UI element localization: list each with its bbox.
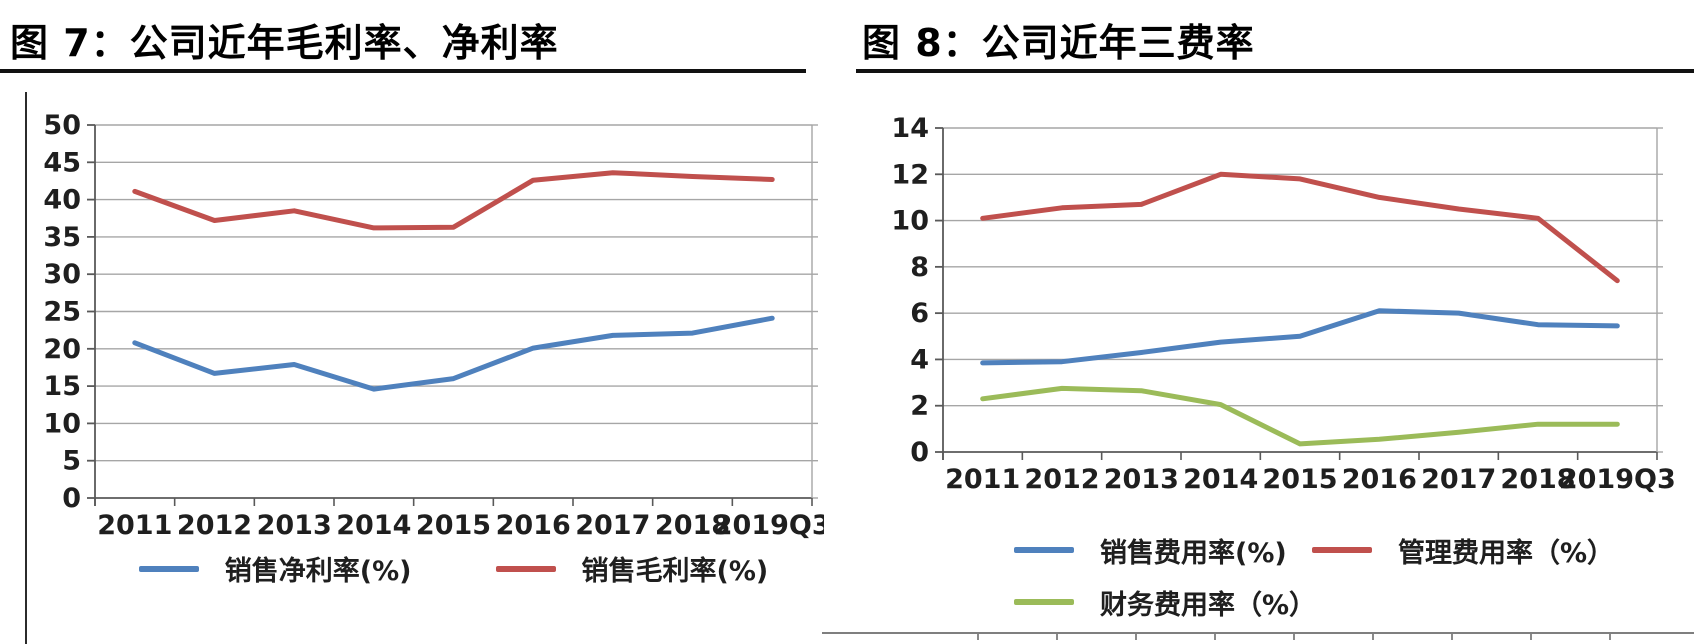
svg-text:40: 40 <box>43 185 81 216</box>
net-margin-line-swatch-icon <box>138 565 199 572</box>
svg-text:2015: 2015 <box>416 510 491 541</box>
svg-text:8: 8 <box>910 252 929 283</box>
svg-text:25: 25 <box>43 297 81 328</box>
svg-text:2019Q3: 2019Q3 <box>714 510 824 541</box>
svg-text:10: 10 <box>891 206 929 237</box>
gross-margin-legend-label: 销售毛利率(%) <box>581 556 769 587</box>
figure8-title-underline <box>856 69 1694 73</box>
figure7-title: 图 7：公司近年毛利率、净利率 <box>10 21 559 65</box>
admin-expense-line-swatch-icon <box>1312 547 1372 553</box>
svg-text:45: 45 <box>43 147 81 178</box>
svg-text:15: 15 <box>43 371 81 402</box>
figure8-legend: 销售费用率(%) 管理费用率（%） 财务费用率（%） <box>934 530 1694 622</box>
svg-text:20: 20 <box>43 334 81 365</box>
selling-expense-legend-label: 销售费用率(%) <box>1100 537 1287 569</box>
figure7-legend: 销售净利率(%) 销售毛利率(%) <box>95 549 812 588</box>
figure7-title-underline <box>0 69 806 73</box>
svg-text:10: 10 <box>43 408 81 439</box>
svg-text:0: 0 <box>62 483 81 514</box>
svg-text:0: 0 <box>910 437 929 468</box>
finance-expense-line-swatch-icon <box>1014 599 1074 605</box>
svg-text:2017: 2017 <box>575 510 650 541</box>
svg-text:2019Q3: 2019Q3 <box>1559 464 1676 495</box>
svg-text:30: 30 <box>43 259 81 290</box>
net-margin-legend-label: 销售净利率(%) <box>224 556 412 587</box>
figure7-left-border <box>25 92 27 644</box>
figure7-line-chart: 0 5 10 15 20 25 30 35 40 45 50 2011 2012 2013 2014 2015… <box>43 110 824 541</box>
selling-expense-line-swatch-icon <box>1014 547 1074 553</box>
gross-margin-line-swatch-icon <box>495 565 556 572</box>
svg-text:2017: 2017 <box>1421 464 1496 495</box>
admin-expense-legend-label: 管理费用率（%） <box>1398 537 1615 569</box>
svg-text:2014: 2014 <box>1183 464 1258 495</box>
svg-text:2011: 2011 <box>945 464 1020 495</box>
svg-text:4: 4 <box>910 344 929 375</box>
svg-text:2: 2 <box>910 391 929 422</box>
svg-text:14: 14 <box>891 113 929 144</box>
next-figure-top-border <box>822 632 1694 634</box>
svg-text:2013: 2013 <box>1104 464 1179 495</box>
svg-text:12: 12 <box>891 159 929 190</box>
svg-text:2016: 2016 <box>496 510 571 541</box>
svg-text:50: 50 <box>43 110 81 141</box>
svg-text:2013: 2013 <box>257 510 332 541</box>
svg-text:2018: 2018 <box>655 510 730 541</box>
svg-text:2018: 2018 <box>1500 464 1575 495</box>
legend-item-net-margin: 销售净利率(%) <box>138 549 412 588</box>
figure8-legend-row-2: 财务费用率（%） <box>934 582 1694 622</box>
svg-text:6: 6 <box>910 298 929 329</box>
svg-text:35: 35 <box>43 222 81 253</box>
figure8-title: 图 8：公司近年三费率 <box>862 21 1255 65</box>
svg-text:2014: 2014 <box>336 510 411 541</box>
svg-text:2012: 2012 <box>1024 464 1099 495</box>
svg-text:2016: 2016 <box>1342 464 1417 495</box>
svg-text:2011: 2011 <box>97 510 172 541</box>
svg-text:2012: 2012 <box>177 510 252 541</box>
finance-expense-legend-label: 财务费用率（%） <box>1100 589 1317 621</box>
figure8-legend-row-1: 销售费用率(%) 管理费用率（%） <box>934 530 1694 570</box>
next-figure-axis-ticks <box>900 634 1660 640</box>
legend-item-gross-margin: 销售毛利率(%) <box>495 549 769 588</box>
svg-text:5: 5 <box>62 446 81 477</box>
svg-text:2015: 2015 <box>1262 464 1337 495</box>
